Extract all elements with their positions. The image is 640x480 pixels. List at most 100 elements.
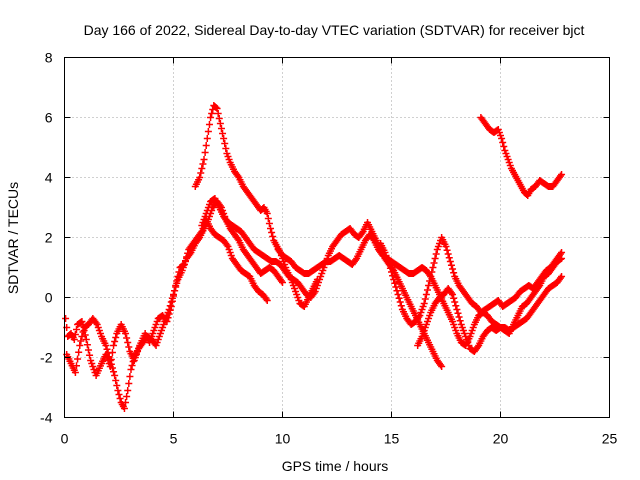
data-point	[124, 387, 132, 394]
y-tick-label: -4	[40, 410, 53, 426]
data-point	[426, 277, 434, 285]
data-point	[394, 291, 402, 298]
data-point	[113, 382, 121, 389]
data-point	[105, 353, 113, 361]
data-point	[262, 295, 270, 303]
data-point	[268, 229, 276, 236]
series-track-f	[377, 234, 566, 328]
y-tick-labels: -4 -2 0 2 4 6 8	[40, 50, 53, 426]
data-point	[450, 269, 458, 277]
data-point	[75, 348, 83, 356]
x-tick-label: 10	[275, 431, 291, 447]
chart-title: Day 166 of 2022, Sidereal Day-to-day VTE…	[84, 22, 585, 38]
data-point	[269, 233, 277, 240]
series-track-h	[477, 114, 566, 199]
data-point	[438, 363, 446, 370]
data-point	[558, 255, 566, 262]
data-point	[446, 258, 454, 265]
data-point	[445, 254, 453, 262]
data-point	[78, 333, 86, 340]
data-point	[107, 360, 115, 368]
data-point	[216, 120, 224, 127]
data-point	[111, 338, 119, 345]
data-point	[451, 298, 459, 306]
data-point	[499, 139, 507, 146]
data-point	[110, 368, 118, 376]
data-point	[558, 273, 566, 280]
data-point	[437, 361, 445, 369]
data-point	[123, 393, 131, 400]
data-point	[108, 364, 116, 372]
data-point	[104, 349, 112, 357]
data-point	[352, 256, 360, 264]
data-point	[173, 279, 181, 287]
data-point	[86, 351, 94, 359]
data-point	[432, 250, 440, 258]
data-point	[122, 399, 130, 406]
data-point	[223, 241, 231, 249]
y-axis-label: SDTVAR / TECUs	[5, 182, 21, 294]
x-tick-label: 20	[493, 431, 509, 447]
data-point	[92, 319, 100, 327]
data-point	[83, 341, 91, 349]
data-point	[389, 272, 397, 280]
data-point	[265, 220, 273, 227]
x-tick-label: 25	[602, 431, 618, 447]
data-point	[126, 373, 134, 380]
data-point	[79, 328, 87, 336]
data-points	[62, 102, 566, 412]
data-point	[198, 165, 206, 172]
data-point	[234, 172, 242, 180]
data-point	[77, 337, 85, 345]
data-point	[205, 121, 213, 128]
data-point	[391, 279, 399, 287]
y-tick-label: -2	[40, 350, 53, 366]
data-point	[453, 306, 461, 313]
data-point	[443, 246, 451, 254]
data-point	[267, 225, 275, 232]
data-point	[449, 265, 457, 273]
data-point	[200, 156, 208, 163]
data-point	[196, 174, 204, 181]
data-point	[208, 110, 216, 117]
data-point	[125, 380, 133, 387]
data-point	[395, 294, 403, 302]
data-point	[110, 342, 118, 349]
data-point	[213, 105, 221, 112]
data-point	[129, 358, 137, 365]
x-tick-labels: 0 5 10 15 20 25	[61, 431, 618, 447]
data-point	[197, 169, 205, 177]
y-tick-label: 0	[45, 290, 53, 306]
data-point	[112, 377, 120, 384]
data-point	[128, 362, 136, 369]
data-point	[221, 140, 229, 147]
data-point	[535, 283, 543, 291]
data-point	[386, 264, 394, 272]
data-point	[454, 309, 462, 317]
data-point	[106, 357, 114, 364]
data-point	[212, 104, 220, 111]
data-point	[500, 143, 508, 150]
data-point	[70, 336, 78, 343]
data-point	[279, 279, 286, 286]
data-point	[220, 135, 228, 142]
data-point	[71, 331, 79, 338]
data-point	[222, 145, 230, 152]
data-point	[277, 277, 285, 285]
x-tick-label: 5	[170, 431, 178, 447]
data-point	[201, 149, 209, 156]
data-point	[219, 130, 227, 137]
x-tick-label: 0	[61, 431, 69, 447]
data-point	[452, 302, 460, 310]
data-point	[449, 291, 457, 298]
axis-ticks	[64, 57, 610, 418]
data-point	[112, 334, 120, 341]
data-point	[397, 302, 405, 310]
data-point	[396, 298, 404, 306]
data-point	[425, 282, 433, 289]
data-point	[429, 264, 437, 271]
x-tick-label: 15	[384, 431, 400, 447]
data-point	[167, 298, 175, 306]
data-point	[82, 336, 90, 343]
